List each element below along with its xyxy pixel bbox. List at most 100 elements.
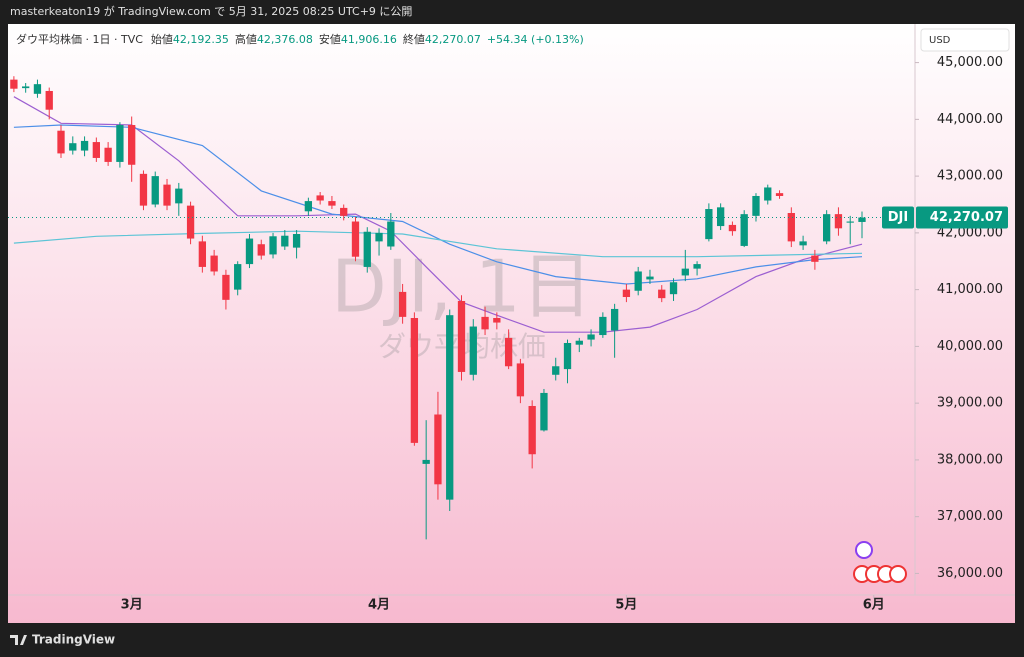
- candle-body: [57, 130, 65, 154]
- y-tick-label: 43,000.00: [937, 169, 1003, 184]
- candle-body: [528, 405, 536, 455]
- candle-body: [716, 207, 725, 227]
- candle-body: [363, 231, 371, 267]
- y-tick-label: 36,000.00: [937, 566, 1003, 581]
- legend-value: 41,906.16: [341, 33, 397, 46]
- candle-body: [234, 264, 242, 290]
- candle-body: [292, 234, 301, 248]
- candle-body: [764, 187, 772, 201]
- candle-body: [658, 289, 666, 299]
- legend-label: 高値: [235, 32, 257, 46]
- symbol-tag-box: [882, 206, 914, 229]
- currency-box[interactable]: [920, 28, 1010, 52]
- moving-average: [13, 124, 863, 285]
- candle-body: [634, 271, 642, 291]
- footer-logo: [10, 635, 27, 645]
- legend-value: 42,376.08: [257, 33, 313, 46]
- legend-value: 42,270.07: [425, 33, 481, 46]
- candle-body: [469, 326, 477, 375]
- y-tick-label: 40,000.00: [937, 339, 1003, 354]
- candle-body: [69, 143, 77, 151]
- candle-body: [610, 308, 619, 331]
- y-tick-label: 38,000.00: [937, 452, 1003, 467]
- candle-body: [575, 340, 583, 345]
- candle-body: [834, 214, 843, 229]
- candle-body: [163, 184, 171, 206]
- footer-brand: TradingView: [32, 633, 115, 647]
- legend-value: 42,192.35: [173, 33, 229, 46]
- candle-body: [92, 142, 100, 158]
- candle-body: [446, 315, 454, 500]
- candle-body: [705, 209, 713, 240]
- candle-body: [104, 147, 112, 162]
- candle-body: [22, 86, 30, 89]
- x-tick-label: 5月: [615, 598, 637, 613]
- candle-body: [45, 90, 53, 110]
- y-tick-label: 45,000.00: [937, 55, 1003, 70]
- candle-body: [281, 235, 289, 247]
- candle-body: [116, 125, 124, 162]
- chart-panel: [8, 24, 1015, 623]
- candle-body: [422, 459, 430, 464]
- candle-body: [375, 232, 383, 242]
- candle-body: [693, 264, 701, 269]
- candle-body: [151, 176, 159, 205]
- candle-body: [787, 213, 795, 242]
- candle-body: [587, 334, 595, 340]
- candle-body: [257, 244, 265, 256]
- candle-body: [10, 79, 18, 89]
- candle-body: [316, 195, 324, 201]
- candle-body: [175, 188, 183, 204]
- price-tag: 42,270.07: [930, 210, 1003, 225]
- candle-body: [669, 282, 678, 295]
- candle-body: [387, 221, 395, 247]
- symbol-line: ダウ平均株価 · 1日 · TVC: [16, 32, 143, 46]
- candle-body: [681, 268, 689, 276]
- candle-body: [128, 125, 136, 165]
- legend-change: +54.34 (+0.13%): [487, 33, 584, 46]
- candle-body: [775, 193, 784, 196]
- y-tick-label: 37,000.00: [937, 509, 1003, 524]
- candle-body: [222, 274, 230, 300]
- candle-body: [457, 300, 466, 372]
- candle-body: [622, 289, 631, 298]
- moving-average: [13, 230, 863, 258]
- candle-body: [540, 392, 548, 431]
- y-tick-label: 41,000.00: [937, 282, 1003, 297]
- candle-body: [328, 201, 336, 206]
- candle-body: [80, 140, 89, 151]
- x-tick-label: 3月: [121, 598, 143, 613]
- x-tick-label: 4月: [368, 598, 390, 613]
- legend-label: 始値: [151, 32, 173, 46]
- moving-average: [13, 96, 863, 333]
- candle-body: [516, 363, 525, 397]
- candle-body: [351, 221, 360, 257]
- candle-body: [811, 255, 819, 262]
- candle-body: [858, 217, 866, 222]
- candle-body: [245, 238, 254, 265]
- candle-body: [493, 318, 501, 323]
- legend-label: 安値: [319, 32, 341, 46]
- x-tick-label: 6月: [863, 598, 885, 613]
- candle-body: [33, 84, 42, 94]
- candle-body: [198, 241, 207, 267]
- candle-body: [410, 318, 419, 443]
- candle-body: [481, 316, 489, 330]
- symbol-tag: DJI: [888, 210, 908, 225]
- candle-body: [799, 241, 807, 246]
- candle-body: [599, 316, 607, 336]
- candle-body: [269, 236, 277, 255]
- candle-body: [304, 201, 313, 212]
- candle-body: [398, 291, 407, 317]
- candle-body: [340, 207, 348, 216]
- candle-body: [139, 173, 148, 206]
- candle-body: [740, 214, 748, 246]
- y-tick-label: 39,000.00: [937, 396, 1003, 411]
- header: masterkeaton19 が TradingView.com で 5月 31…: [10, 4, 412, 18]
- candle-body: [504, 337, 513, 367]
- y-tick-label: 42,000.00: [937, 225, 1003, 240]
- y-tick-label: 44,000.00: [937, 112, 1003, 127]
- candle-body: [210, 255, 218, 272]
- event-icons: [853, 541, 907, 583]
